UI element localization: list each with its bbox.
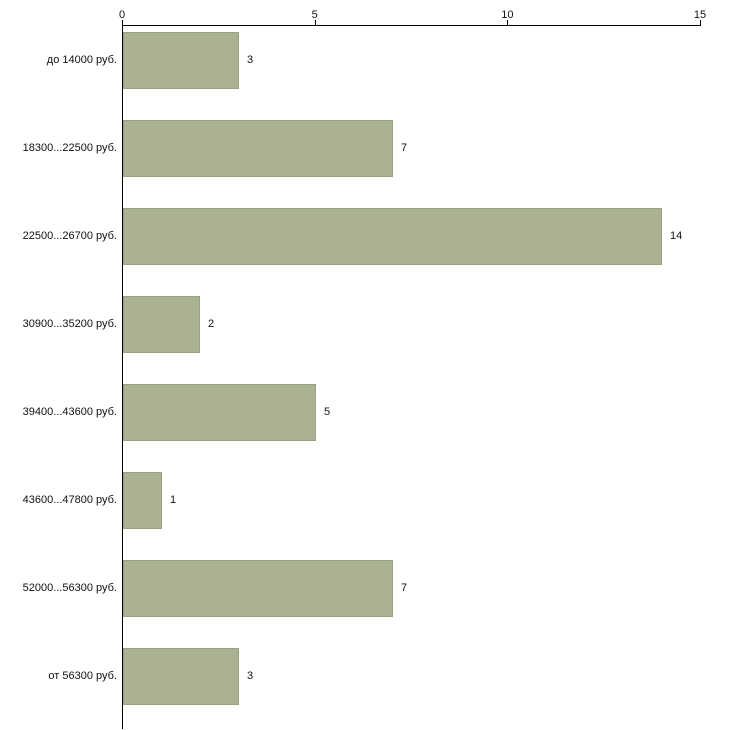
chart-row: от 56300 руб. 3 bbox=[0, 632, 730, 720]
bar bbox=[123, 295, 200, 353]
x-tick-mark bbox=[314, 20, 316, 25]
chart-row: 52000...56300 руб. 7 bbox=[0, 544, 730, 632]
chart-row: 39400...43600 руб. 5 bbox=[0, 368, 730, 456]
value-label: 3 bbox=[247, 670, 254, 682]
category-label: до 14000 руб. bbox=[46, 54, 117, 66]
x-tick-label: 10 bbox=[501, 9, 514, 21]
value-label: 2 bbox=[208, 318, 215, 330]
category-label: 30900...35200 руб. bbox=[22, 318, 117, 330]
x-axis-line bbox=[122, 25, 701, 26]
value-label: 1 bbox=[170, 494, 177, 506]
bar bbox=[123, 31, 239, 89]
y-axis-line bbox=[122, 25, 123, 729]
x-tick-label: 15 bbox=[693, 9, 707, 21]
bar bbox=[123, 119, 393, 177]
category-label: 18300...22500 руб. bbox=[22, 142, 117, 154]
chart-rows: до 14000 руб. 3 18300...22500 руб. 7 22500..… bbox=[0, 16, 730, 720]
value-label: 7 bbox=[401, 582, 408, 594]
chart-row: 18300...22500 руб. 7 bbox=[0, 104, 730, 192]
bar bbox=[123, 471, 162, 529]
category-label: 52000...56300 руб. bbox=[22, 582, 117, 594]
bar bbox=[123, 207, 662, 265]
x-tick-label: 5 bbox=[311, 9, 318, 21]
value-label: 3 bbox=[247, 54, 254, 66]
value-label: 14 bbox=[670, 230, 683, 242]
category-label: 22500...26700 руб. bbox=[22, 230, 117, 242]
category-label: от 56300 руб. bbox=[48, 670, 117, 682]
value-label: 7 bbox=[401, 142, 408, 154]
value-label: 5 bbox=[324, 406, 331, 418]
x-tick-mark bbox=[700, 20, 701, 25]
bar bbox=[123, 647, 239, 705]
bar bbox=[123, 559, 393, 617]
x-tick-mark bbox=[507, 20, 509, 25]
chart-row: 22500...26700 руб. 14 bbox=[0, 192, 730, 280]
chart-row: 43600...47800 руб. 1 bbox=[0, 456, 730, 544]
category-label: 39400...43600 руб. bbox=[22, 406, 117, 418]
bar bbox=[123, 383, 316, 441]
x-tick-label: 0 bbox=[118, 9, 126, 21]
x-tick-mark bbox=[122, 20, 123, 25]
category-label: 43600...47800 руб. bbox=[22, 494, 117, 506]
chart-row: до 14000 руб. 3 bbox=[0, 16, 730, 104]
chart-row: 30900...35200 руб. 2 bbox=[0, 280, 730, 368]
